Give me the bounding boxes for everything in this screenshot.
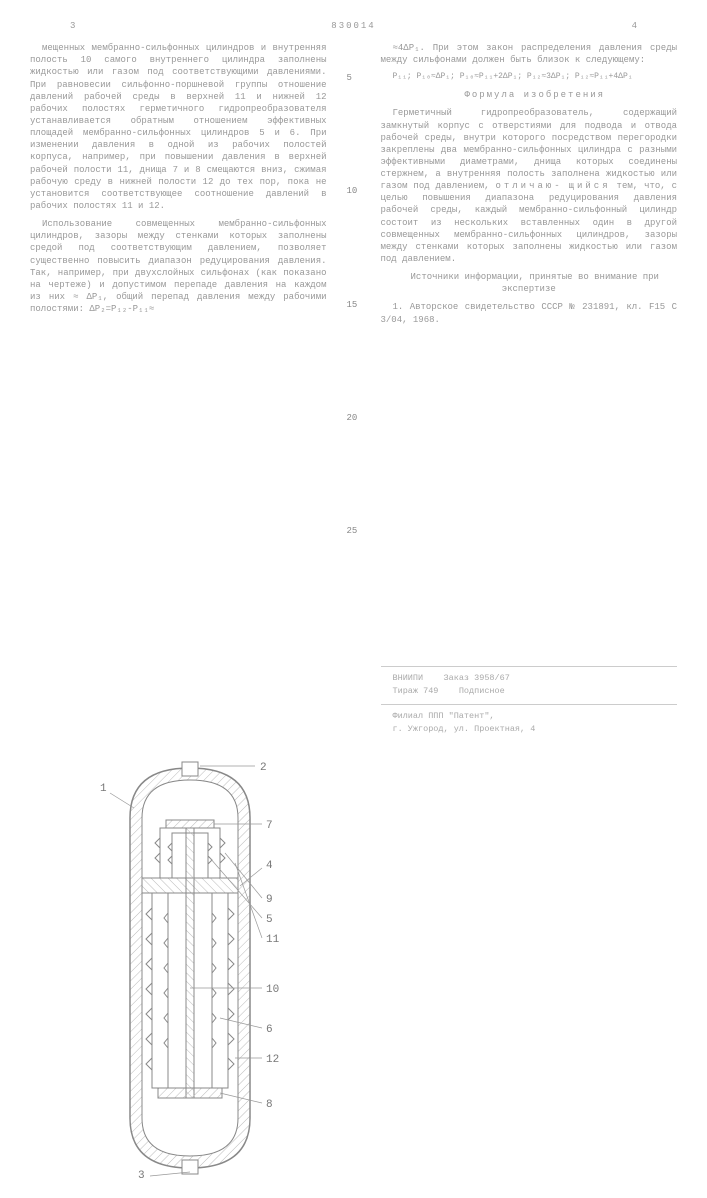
left-para-1: мещенных мембранно-сильфонных цилиндров … <box>30 42 327 212</box>
fig-label: 11 <box>266 934 280 946</box>
left-column: мещенных мембранно-сильфонных цилиндров … <box>30 42 327 737</box>
footer-sub: Подписное <box>459 686 505 696</box>
formula-title: Формула изобретения <box>381 89 678 101</box>
spaced-text: отличаю- <box>495 181 562 191</box>
claim-para: Герметичный гидропреобразователь, содерж… <box>381 107 678 265</box>
footer-branch: Филиал ППП "Патент", <box>381 711 678 722</box>
line-num: 20 <box>347 412 361 424</box>
figure-area: 1 2 4 7 9 5 11 10 6 12 8 3 <box>30 758 677 1178</box>
footer-addr: г. Ужгород, ул. Проектная, 4 <box>381 724 678 735</box>
formula-line: P₁₁; P₁₀≈ΔP₁; P₁₀≈P₁₁+2ΔP₁; P₁₂≈3ΔP₁; P₁… <box>381 72 678 83</box>
cross-section-diagram: 1 2 4 7 9 5 11 10 6 12 8 3 <box>90 758 290 1178</box>
page-header: 3 830014 4 <box>30 20 677 32</box>
document-number: 830014 <box>75 20 631 32</box>
fig-label: 7 <box>266 820 273 832</box>
line-num: 10 <box>347 185 361 197</box>
line-num: 5 <box>347 72 361 84</box>
line-number-gutter: 5 10 15 20 25 <box>347 42 361 737</box>
right-para-0: ≈4ΔP₁. При этом закон распределения давл… <box>381 42 678 66</box>
fig-label: 5 <box>266 914 273 926</box>
line-num: 25 <box>347 525 361 537</box>
fig-label: 2 <box>260 762 267 774</box>
fig-label: 10 <box>266 984 279 996</box>
footer-order: Заказ 3958/67 <box>444 673 510 683</box>
sources-title: Источники информации, принятые во вниман… <box>381 271 678 295</box>
fig-label: 4 <box>266 860 273 872</box>
fig-label: 8 <box>266 1099 273 1111</box>
fig-label: 12 <box>266 1054 279 1066</box>
line-num: 15 <box>347 299 361 311</box>
text-columns: мещенных мембранно-сильфонных цилиндров … <box>30 42 677 737</box>
fig-label: 3 <box>138 1170 145 1178</box>
source-item: 1. Авторское свидетельство СССР № 231891… <box>381 301 678 325</box>
fig-label: 9 <box>266 894 273 906</box>
spaced-text: щийся <box>569 181 611 191</box>
page-num-right: 4 <box>632 20 637 32</box>
footer-tirazh: Тираж 749 <box>393 686 439 696</box>
footer-org: ВНИИПИ <box>393 673 424 683</box>
right-column: ≈4ΔP₁. При этом закон распределения давл… <box>381 42 678 737</box>
fig-label: 1 <box>100 783 107 795</box>
footer-block: ВНИИПИ Заказ 3958/67 Тираж 749 Подписное… <box>381 666 678 736</box>
fig-label: 6 <box>266 1024 273 1036</box>
left-para-2: Использование совмещенных мембранно-силь… <box>30 218 327 315</box>
